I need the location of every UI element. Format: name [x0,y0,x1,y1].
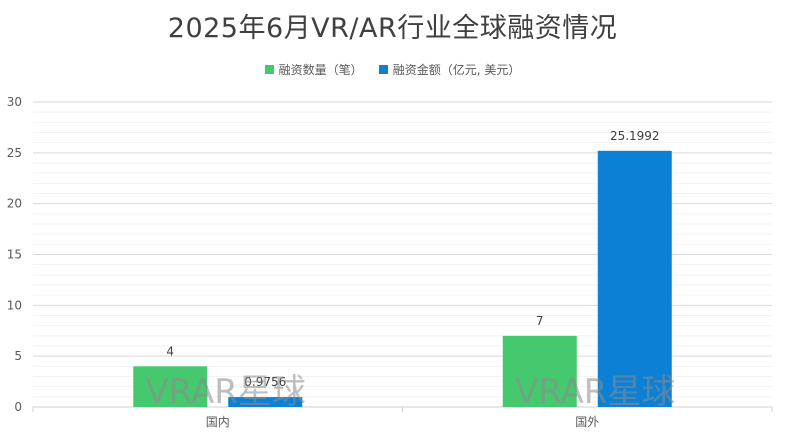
x-category-label: 国外 [575,415,599,429]
data-label: 4 [166,344,174,358]
watermark-text: VRAR星球 [515,372,675,412]
y-tick-label: 5 [14,349,22,363]
x-category-label: 国内 [206,415,230,429]
bar-count [502,335,577,407]
y-tick-label: 15 [7,248,22,262]
y-tick-label: 30 [7,95,22,109]
y-tick-label: 10 [7,298,22,312]
bar-count [133,366,208,407]
legend-item-amount[interactable]: 融资金额（亿元, 美元） [378,61,521,78]
legend-item-count[interactable]: 融资数量（笔） [264,61,363,78]
y-tick-label: 25 [7,146,22,160]
legend-swatch-count [264,65,274,74]
legend: 融资数量（笔） 融资金额（亿元, 美元） [0,61,785,78]
y-tick-label: 20 [7,197,22,211]
watermark-text: VRAR星球 [146,372,306,412]
legend-label-count: 融资数量（笔） [278,63,363,77]
legend-label-amount: 融资金额（亿元, 美元） [392,63,521,77]
data-label: 7 [536,314,544,328]
y-tick-label: 0 [14,400,22,414]
bar-amount [228,397,303,407]
bar-amount [597,150,672,407]
chart-title: 2025年6月VR/AR行业全球融资情况 [167,13,618,44]
data-label: 0.9756 [244,375,286,389]
legend-swatch-amount [378,65,388,74]
data-label: 25.1992 [610,129,660,143]
